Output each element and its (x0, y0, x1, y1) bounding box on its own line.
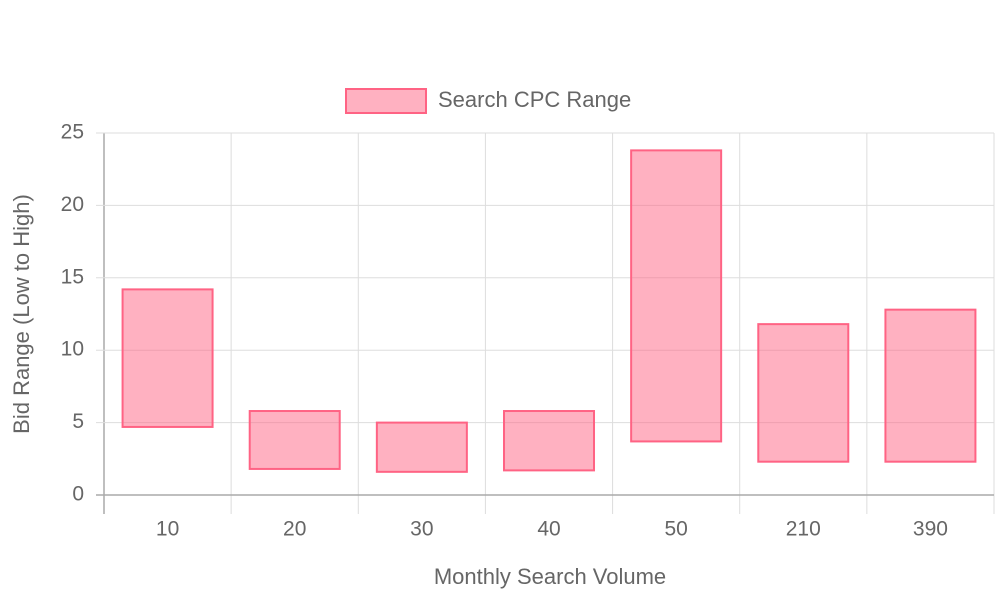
y-tick-label: 10 (61, 338, 84, 361)
bar (375, 421, 468, 473)
bar (884, 308, 977, 463)
x-tick-label: 20 (283, 518, 306, 541)
y-tick-label: 5 (72, 410, 84, 433)
x-tick-label: 30 (410, 518, 433, 541)
y-axis-title: Bid Range (Low to High) (9, 194, 34, 434)
bar (248, 410, 341, 470)
y-tick-label: 20 (61, 193, 84, 216)
bar (757, 323, 850, 463)
y-tick-label: 15 (61, 265, 84, 288)
y-tick-label: 0 (72, 483, 84, 506)
y-tick-label: 25 (61, 121, 84, 144)
legend-swatch (345, 88, 427, 114)
legend-label: Search CPC Range (438, 87, 631, 112)
x-tick-label: 50 (664, 518, 687, 541)
bar (630, 149, 723, 443)
x-tick-label: 10 (156, 518, 179, 541)
x-tick-label: 40 (537, 518, 560, 541)
bar (503, 410, 595, 472)
bar (121, 288, 214, 428)
x-tick-label: 210 (786, 518, 821, 541)
x-tick-label: 390 (913, 518, 948, 541)
x-axis-title: Monthly Search Volume (434, 564, 666, 589)
